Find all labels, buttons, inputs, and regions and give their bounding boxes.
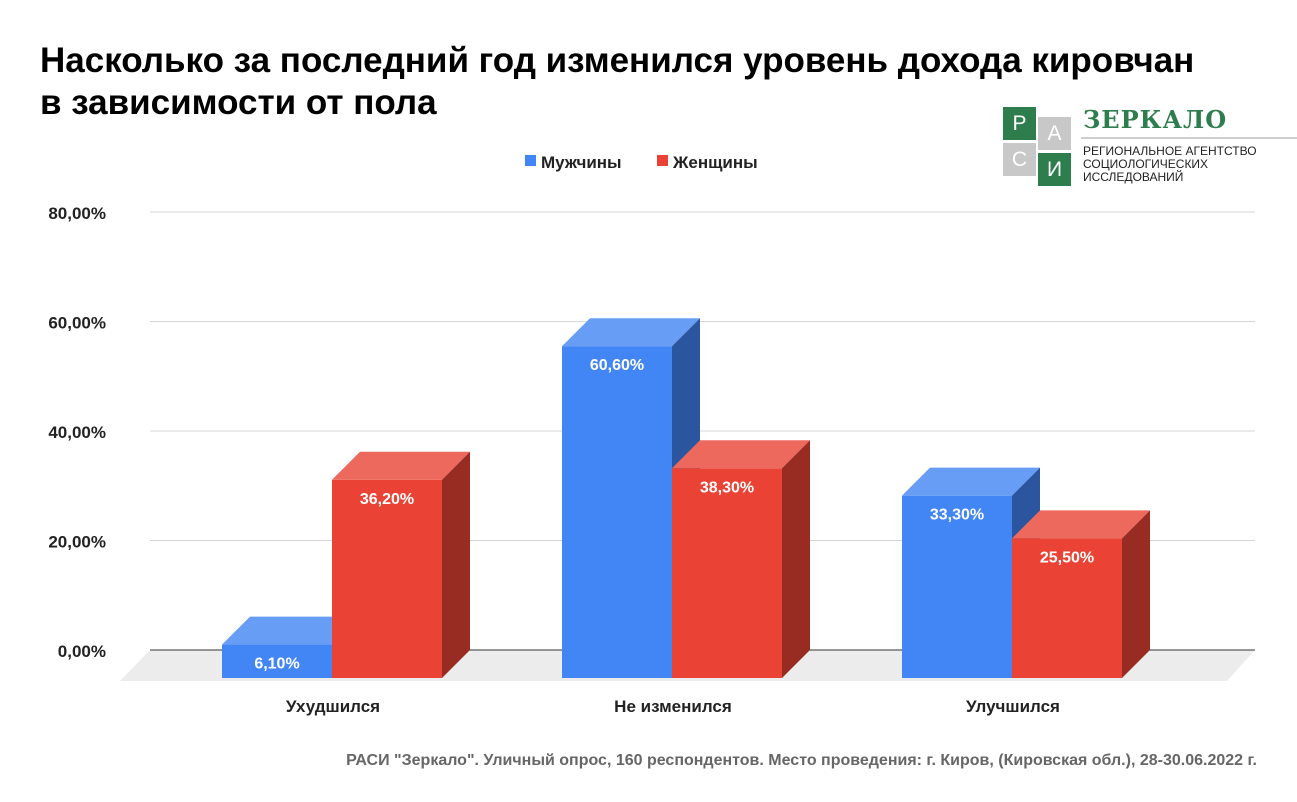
logo-divider [1081,137,1297,139]
bar-front-0-0 [222,644,332,678]
legend-swatch-0 [525,155,536,166]
y-tick-label-0: 0,00% [58,642,106,661]
x-tick-label-2: Улучшился [966,697,1060,716]
y-tick-label-2: 40,00% [48,423,106,442]
logo-tile-r: Р [1003,107,1036,140]
bar-front-2-1 [1012,538,1122,678]
source-footnote: РАСИ "Зеркало". Уличный опрос, 160 респо… [346,752,1257,769]
x-axis-tick-labels: Ухудшился Не изменился Улучшился [286,697,1060,716]
chart-title-line-2: в зависимости от пола [40,83,437,122]
y-tick-label-1: 20,00% [48,533,106,552]
legend-label-0: Мужчины [541,153,622,172]
bar-1-1 [672,440,810,678]
bar-front-1-1 [672,468,782,678]
legend-label-1: Женщины [672,153,758,172]
data-label-1-0: 60,60% [590,357,644,374]
logo-tile-i: И [1038,153,1071,186]
bar-top-2-0 [902,467,1040,496]
chart-title-line-1: Насколько за последний год изменился уро… [40,41,1195,80]
data-label-0-0: 6,10% [254,656,299,673]
y-tick-label-3: 60,00% [48,314,106,333]
logo-tile-s: С [1003,143,1036,176]
x-tick-label-1: Не изменился [614,697,732,716]
bar-side-0-1 [442,451,470,678]
bar-top-1-1 [672,440,810,469]
data-label-0-1: 36,20% [360,491,414,508]
logo-subtitle-line-1: РЕГИОНАЛЬНОЕ АГЕНТСТВО [1083,144,1257,158]
data-label-2-0: 33,30% [930,507,984,524]
bar-front-0-1 [332,479,442,678]
bar-0-1 [332,451,470,678]
bar-front-2-0 [902,495,1012,678]
y-tick-label-4: 80,00% [48,204,106,223]
legend: Мужчины Женщины [525,153,758,172]
x-tick-label-0: Ухудшился [286,697,380,716]
legend-swatch-1 [657,155,668,166]
logo-subtitle-line-3: ИССЛЕДОВАНИЙ [1083,170,1184,184]
rasi-zerkalo-logo: Р А С И ЗЕРКАЛО РЕГИОНАЛЬНОЕ АГЕНТСТВО С… [1003,105,1297,189]
bar-2-1 [1012,510,1150,678]
bar-top-0-1 [332,451,470,480]
data-labels: 6,10% 36,20% 60,60% 38,30% 33,30% 25,50% [254,357,1094,672]
data-label-1-1: 38,30% [700,479,754,496]
bar-side-1-1 [782,440,810,678]
bar-top-0-0 [222,616,360,645]
bar-top-2-1 [1012,510,1150,539]
logo-name: ЗЕРКАЛО [1083,105,1228,134]
bar-front-1-0 [562,346,672,678]
chart-title: Насколько за последний год изменился уро… [40,40,1260,124]
logo-subtitle-line-2: СОЦИОЛОГИЧЕСКИХ [1083,157,1209,171]
logo-tile-a: А [1038,117,1071,150]
logo-subtitle: РЕГИОНАЛЬНОЕ АГЕНТСТВО СОЦИОЛОГИЧЕСКИХ И… [1083,145,1257,184]
bars [222,318,1150,678]
bar-top-1-0 [562,318,700,347]
data-label-2-1: 25,50% [1040,549,1094,566]
bar-side-2-1 [1122,510,1150,678]
y-axis-tick-labels: 0,00% 20,00% 40,00% 60,00% 80,00% [48,204,106,661]
